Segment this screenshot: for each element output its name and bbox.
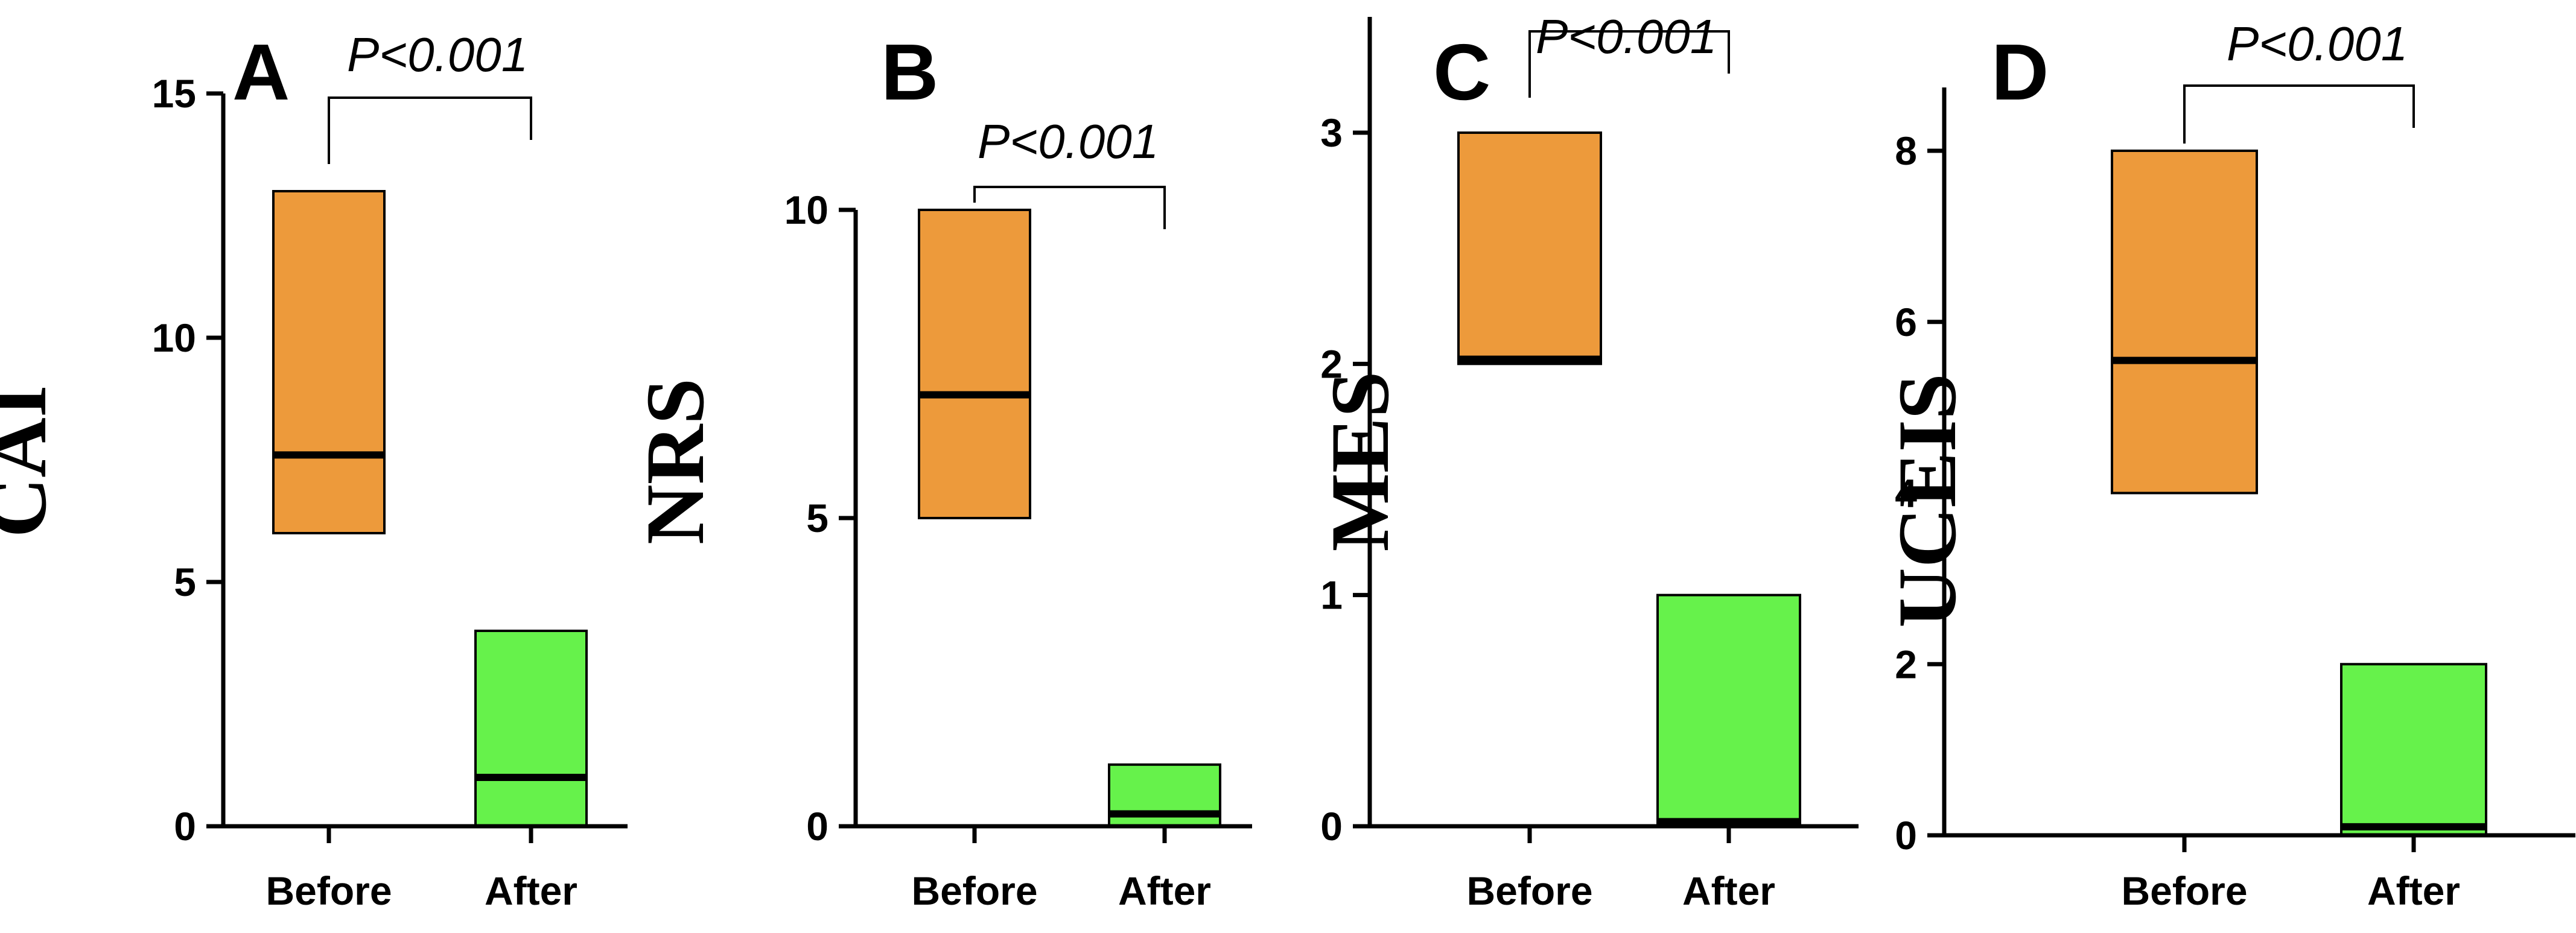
category-label-after: After — [1118, 868, 1211, 913]
y-tick-label: 10 — [784, 188, 828, 232]
category-label-before: Before — [1466, 868, 1592, 913]
box-before — [1457, 131, 1602, 365]
panel-letter: A — [232, 28, 290, 116]
significance-bracket — [2183, 84, 2415, 144]
box-before — [918, 209, 1031, 519]
panel-b: 0 5 10 Before After NRS B P<0.001 — [629, 28, 1252, 913]
box-before — [272, 190, 386, 534]
significance-bracket — [973, 186, 1166, 229]
panel-a: 0 5 10 15 Before After CAI A P<0.001 — [0, 28, 628, 913]
y-axis-title: NRS — [629, 378, 721, 545]
significance-bracket — [328, 96, 532, 164]
y-tick-label: 10 — [152, 315, 196, 360]
y-tick-label: 1 — [1320, 573, 1343, 618]
p-value-label: P<0.001 — [347, 28, 528, 81]
y-tick-label: 6 — [1895, 300, 1917, 344]
category-label-before: Before — [2121, 868, 2247, 913]
significance-bracket — [1528, 30, 1730, 98]
y-tick-label: 2 — [1895, 642, 1917, 686]
y-tick-label: 15 — [152, 71, 196, 116]
p-value-label: P<0.001 — [2227, 17, 2408, 71]
y-tick-label: 5 — [174, 560, 196, 604]
panel-c: 0 1 2 3 Before After MES C P<0.001 — [1314, 10, 1859, 913]
box-before — [2111, 150, 2258, 495]
category-label-after: After — [485, 868, 577, 913]
y-axis-title: UCEIS — [1881, 373, 1973, 628]
box-after — [1656, 593, 1801, 828]
y-tick-label: 0 — [174, 804, 196, 849]
y-tick-label: 8 — [1895, 128, 1917, 173]
p-value-label: P<0.001 — [978, 115, 1159, 168]
p-value-label: P<0.001 — [1536, 10, 1717, 63]
y-tick-label: 0 — [1320, 804, 1343, 849]
y-tick-label: 3 — [1320, 110, 1343, 155]
y-tick-label: 4 — [1895, 471, 1917, 516]
category-label-before: Before — [911, 868, 1037, 913]
box-after — [474, 630, 588, 827]
panel-d: 0 2 4 6 8 Before After UCEIS D P<0.001 — [1881, 17, 2575, 913]
panel-letter: C — [1433, 28, 1490, 116]
y-tick-label: 2 — [1320, 341, 1343, 386]
category-label-after: After — [1682, 868, 1775, 913]
category-label-before: Before — [266, 868, 392, 913]
y-tick-label: 5 — [806, 496, 828, 540]
y-axis-title: CAI — [0, 385, 63, 537]
y-tick-label: 0 — [806, 804, 828, 849]
y-tick-label: 0 — [1895, 813, 1917, 858]
panel-letter: B — [881, 28, 938, 116]
category-label-after: After — [2367, 868, 2460, 913]
panel-letter: D — [1991, 28, 2049, 116]
y-axis-title: MES — [1314, 371, 1406, 551]
box-after — [2340, 663, 2487, 837]
